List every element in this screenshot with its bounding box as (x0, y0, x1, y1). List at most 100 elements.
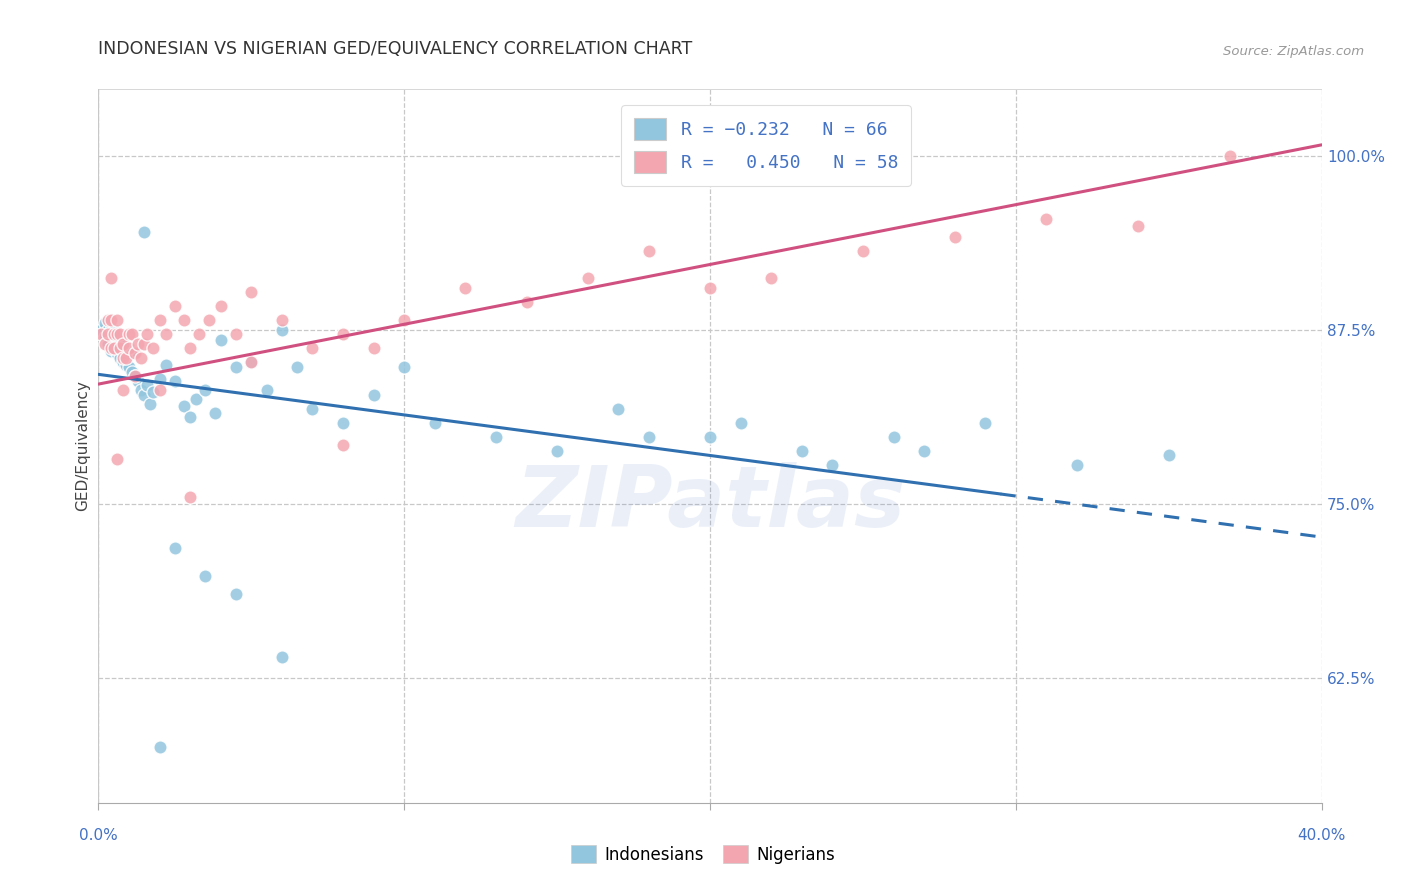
Point (103, 323, 125, 337)
Point (129, 351, 152, 365)
Point (637, 244, 661, 258)
Point (363, 341, 385, 355)
Point (136, 378, 159, 392)
Point (142, 341, 165, 355)
Point (194, 569, 217, 583)
Point (100, 313, 122, 327)
Point (637, 430, 661, 444)
Point (270, 649, 292, 664)
Point (115, 358, 138, 372)
Point (454, 281, 477, 295)
Point (1157, 448, 1180, 462)
Point (852, 244, 875, 258)
Point (139, 396, 162, 410)
Legend: R = −0.232   N = 66, R =   0.450   N = 58: R = −0.232 N = 66, R = 0.450 N = 58 (621, 105, 911, 186)
Point (699, 281, 721, 295)
Point (179, 410, 201, 425)
Point (129, 383, 152, 397)
Point (209, 299, 232, 313)
Point (105, 326, 128, 341)
Point (155, 326, 177, 341)
Point (301, 341, 323, 355)
Point (97, 336, 120, 351)
Text: 0.0%: 0.0% (79, 828, 118, 843)
Point (485, 430, 508, 444)
Point (270, 313, 292, 327)
Point (93, 330, 115, 344)
Point (103, 341, 125, 355)
Point (100, 341, 122, 355)
Point (179, 490, 201, 504)
Point (90, 326, 112, 341)
Point (607, 402, 630, 417)
Point (105, 330, 128, 344)
Point (576, 271, 599, 285)
Point (121, 346, 143, 360)
Point (699, 430, 721, 444)
Point (209, 333, 232, 347)
Point (332, 326, 354, 341)
Point (759, 271, 782, 285)
Point (943, 229, 966, 244)
Point (93, 336, 115, 351)
Point (111, 355, 134, 369)
Point (1128, 219, 1150, 233)
Text: INDONESIAN VS NIGERIAN GED/EQUIVALENCY CORRELATION CHART: INDONESIAN VS NIGERIAN GED/EQUIVALENCY C… (98, 40, 693, 58)
Point (149, 313, 172, 327)
Point (124, 368, 146, 383)
Point (111, 336, 134, 351)
Point (111, 351, 134, 365)
Point (173, 400, 195, 414)
Point (127, 374, 149, 388)
Point (149, 740, 172, 755)
Point (118, 341, 141, 355)
Text: ZIPatlas: ZIPatlas (515, 461, 905, 545)
Point (134, 226, 156, 240)
Point (240, 355, 263, 369)
Point (912, 443, 935, 458)
Point (332, 438, 354, 452)
Point (363, 388, 385, 402)
Point (118, 343, 141, 358)
Point (194, 383, 217, 397)
Point (90, 323, 112, 337)
Point (108, 326, 131, 341)
Point (285, 360, 308, 375)
Point (108, 351, 131, 365)
Point (97, 313, 120, 327)
Point (103, 326, 125, 341)
Point (163, 541, 186, 556)
Point (118, 360, 141, 375)
Point (134, 336, 156, 351)
Point (1066, 458, 1088, 472)
Point (1219, 149, 1241, 163)
Point (115, 351, 138, 365)
Point (118, 326, 141, 341)
Point (546, 443, 568, 458)
Point (111, 383, 134, 397)
Point (516, 295, 538, 310)
Point (115, 341, 138, 355)
Y-axis label: GED/Equivalency: GED/Equivalency (75, 381, 90, 511)
Point (142, 385, 165, 400)
Point (163, 299, 186, 313)
Point (97, 326, 120, 341)
Point (240, 355, 263, 369)
Text: 40.0%: 40.0% (1298, 828, 1346, 843)
Point (136, 326, 159, 341)
Point (197, 313, 219, 327)
Point (108, 333, 131, 347)
Point (790, 443, 813, 458)
Point (97, 323, 120, 337)
Point (124, 368, 146, 383)
Point (270, 323, 292, 337)
Point (392, 360, 416, 375)
Point (127, 336, 149, 351)
Point (225, 587, 247, 601)
Point (121, 365, 143, 379)
Legend: Indonesians, Nigerians: Indonesians, Nigerians (564, 838, 842, 871)
Point (121, 326, 143, 341)
Point (149, 371, 172, 385)
Point (108, 341, 131, 355)
Point (821, 458, 844, 472)
